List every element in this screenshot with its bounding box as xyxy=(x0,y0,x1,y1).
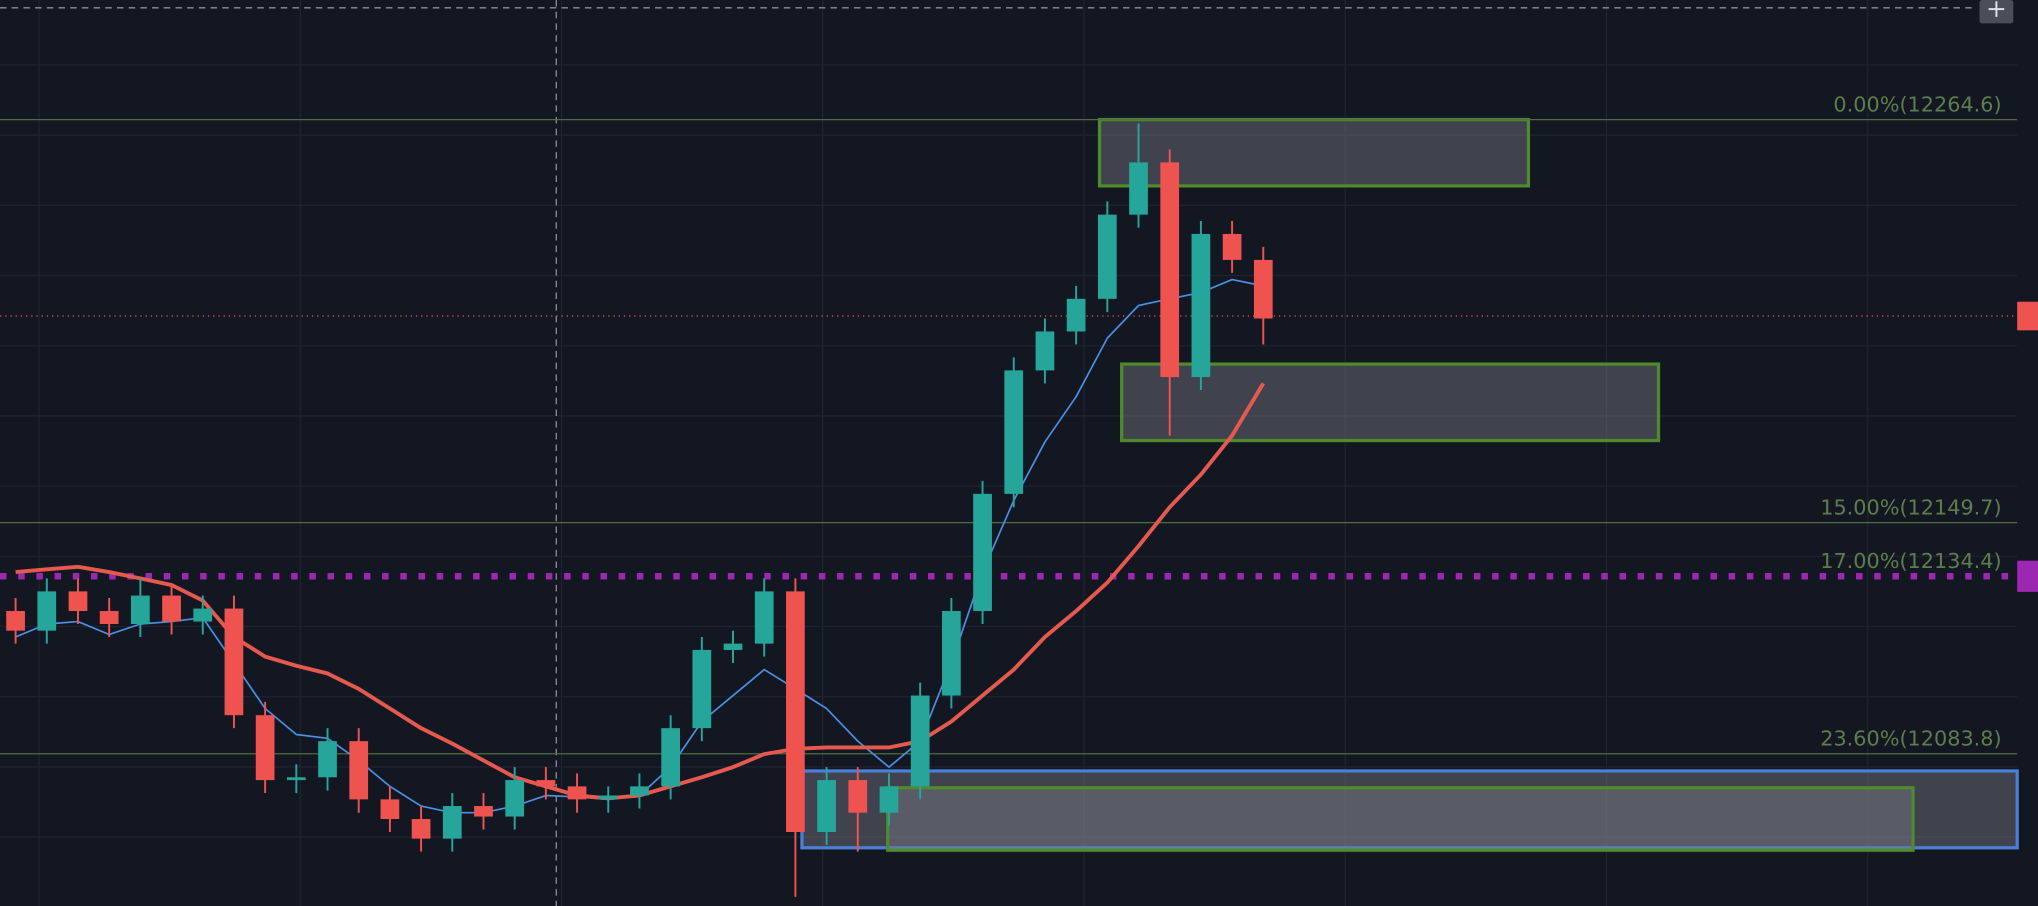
candle-body xyxy=(942,611,961,696)
candle-body xyxy=(442,806,462,839)
candle-body xyxy=(37,591,57,631)
candle-body xyxy=(6,611,25,631)
price-axis-strip xyxy=(2017,0,2038,906)
candle-body xyxy=(193,608,213,622)
candle-body xyxy=(661,728,680,787)
level-tag xyxy=(2017,560,2038,592)
candle-body xyxy=(817,780,836,832)
candle-body xyxy=(1160,162,1180,378)
level-label: 0.00%(12264.6) xyxy=(1833,92,2001,116)
candle-body xyxy=(692,649,712,729)
candle-body xyxy=(630,786,649,796)
candle-body xyxy=(536,780,556,787)
candle-body xyxy=(380,799,400,820)
candle-body xyxy=(255,715,275,781)
candle-body xyxy=(754,591,774,644)
candle-body xyxy=(286,777,306,781)
candle-body xyxy=(411,819,431,839)
plot: 0.00%(12264.6) 15.00%(12149.7) 17.00%(1213… xyxy=(0,92,2038,897)
candle-body xyxy=(1253,259,1273,319)
last-price-tag xyxy=(2017,301,2038,331)
candle-body xyxy=(598,795,618,800)
candle-body xyxy=(1066,298,1086,332)
candle-body xyxy=(567,786,587,800)
candle-body xyxy=(973,493,992,612)
candle-body xyxy=(786,591,805,832)
candle-body xyxy=(505,780,525,817)
candle-body xyxy=(910,695,930,787)
candle-body xyxy=(1222,233,1242,260)
crosshair-button[interactable] xyxy=(1979,0,2014,24)
candle-body xyxy=(1191,233,1211,378)
candle-body xyxy=(68,591,88,612)
zone xyxy=(1120,362,1661,443)
candle-body xyxy=(1097,214,1117,299)
level-label: 15.00%(12149.7) xyxy=(1820,495,2001,519)
candle-body xyxy=(1035,331,1055,371)
candle-body xyxy=(1004,370,1024,494)
candle-body xyxy=(349,741,369,800)
level-label: 23.60%(12083.8) xyxy=(1820,726,2001,750)
candle-body xyxy=(848,780,868,813)
candle-body xyxy=(162,595,181,622)
candle-body xyxy=(474,806,493,817)
zone xyxy=(886,786,1915,852)
candle-body xyxy=(318,741,337,778)
candle-body xyxy=(1129,162,1148,215)
level-label: 17.00%(12134.4) xyxy=(1820,549,2001,573)
candle-body xyxy=(224,608,244,716)
candle-body xyxy=(99,611,119,624)
candle-body xyxy=(723,643,743,650)
candle-body xyxy=(879,786,899,813)
candle-body xyxy=(131,595,150,624)
